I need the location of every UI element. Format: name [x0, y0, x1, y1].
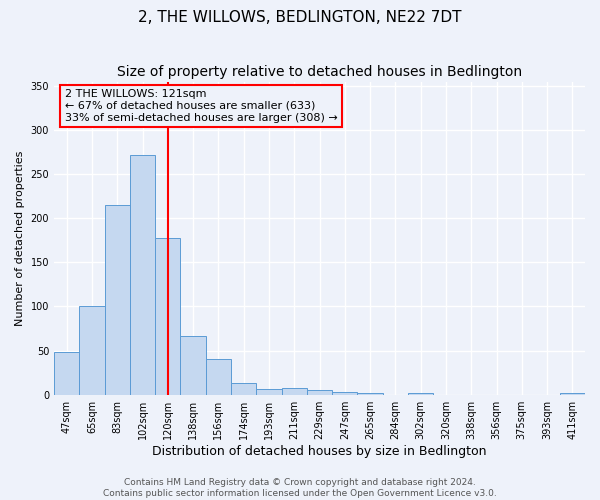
Bar — [206, 360, 231, 394]
Bar — [181, 336, 206, 394]
Bar — [79, 306, 104, 394]
Bar — [130, 155, 155, 394]
Text: 2, THE WILLOWS, BEDLINGTON, NE22 7DT: 2, THE WILLOWS, BEDLINGTON, NE22 7DT — [138, 10, 462, 25]
Y-axis label: Number of detached properties: Number of detached properties — [15, 150, 25, 326]
Title: Size of property relative to detached houses in Bedlington: Size of property relative to detached ho… — [117, 65, 522, 79]
Text: Contains HM Land Registry data © Crown copyright and database right 2024.
Contai: Contains HM Land Registry data © Crown c… — [103, 478, 497, 498]
Bar — [104, 205, 130, 394]
Bar — [358, 393, 383, 394]
Bar — [408, 393, 433, 394]
Bar — [307, 390, 332, 394]
X-axis label: Distribution of detached houses by size in Bedlington: Distribution of detached houses by size … — [152, 444, 487, 458]
Bar — [231, 383, 256, 394]
Bar — [560, 393, 585, 394]
Bar — [332, 392, 358, 394]
Bar — [54, 352, 79, 395]
Bar — [281, 388, 307, 394]
Bar — [155, 238, 181, 394]
Bar — [256, 388, 281, 394]
Text: 2 THE WILLOWS: 121sqm
← 67% of detached houses are smaller (633)
33% of semi-det: 2 THE WILLOWS: 121sqm ← 67% of detached … — [65, 90, 337, 122]
